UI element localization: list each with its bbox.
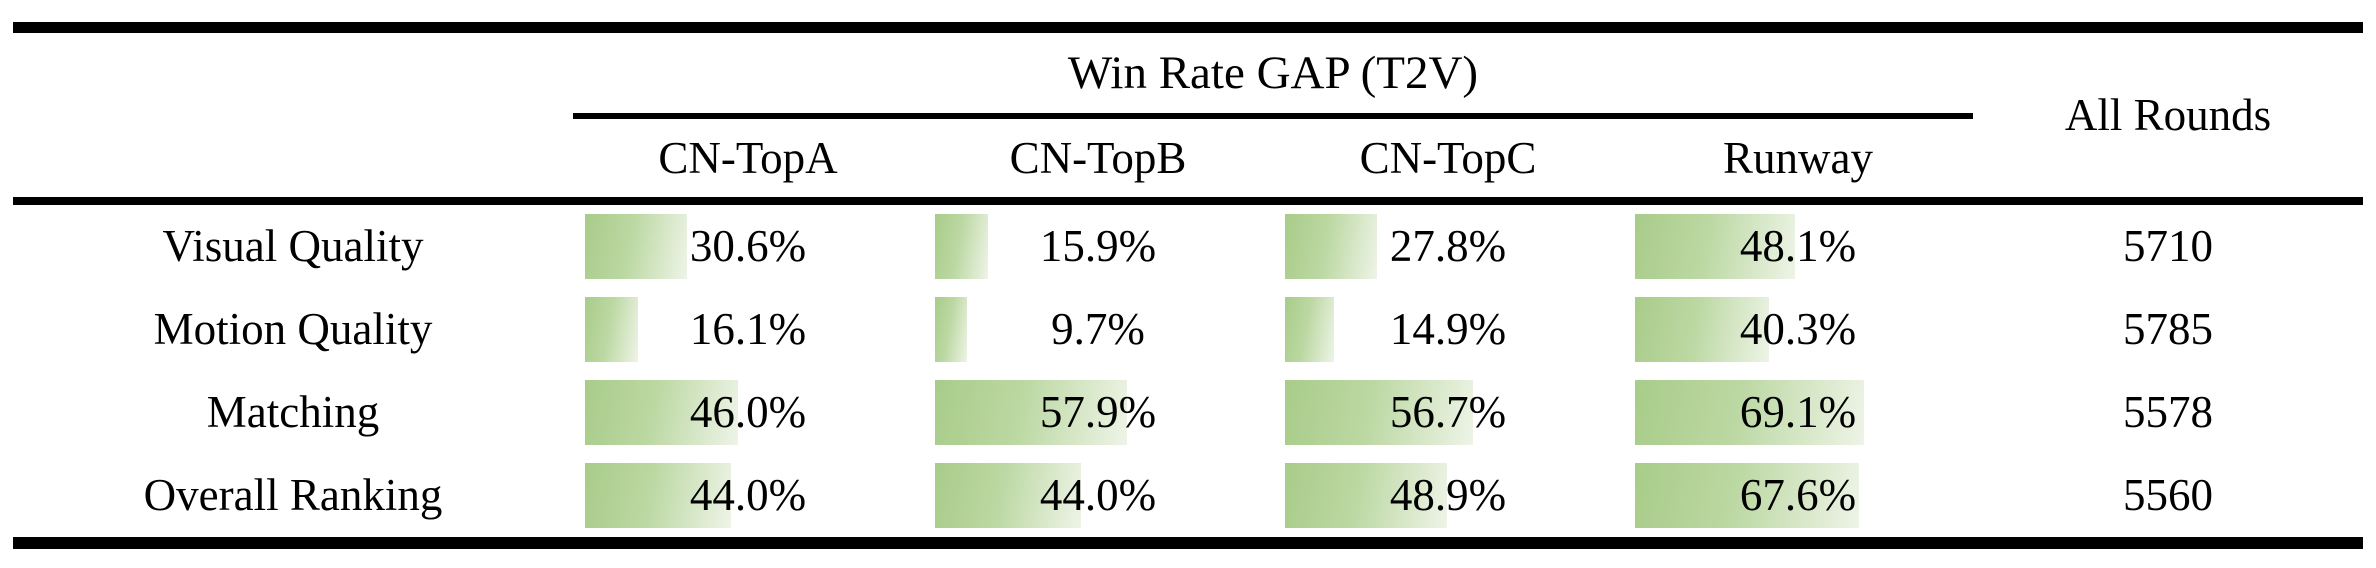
winrate-value: 69.1% xyxy=(1739,387,1857,437)
winrate-value: 48.9% xyxy=(1389,470,1507,520)
top-rule xyxy=(13,22,2363,33)
winrate-value: 56.7% xyxy=(1389,387,1507,437)
winrate-bar xyxy=(935,214,988,279)
winrate-cell: 69.1% xyxy=(1623,371,1973,454)
winrate-value: 30.6% xyxy=(689,221,807,271)
column-header-all-rounds: All Rounds xyxy=(2064,89,2272,140)
all-rounds-value: 5578 xyxy=(2123,387,2213,437)
group-header-title: Win Rate GAP (T2V) xyxy=(1067,46,1479,99)
group-header-rule xyxy=(573,113,1973,119)
winrate-bar xyxy=(1285,297,1335,362)
winrate-bar xyxy=(585,297,639,362)
winrate-value: 57.9% xyxy=(1039,387,1157,437)
column-headers: CN-TopA CN-TopB CN-TopC Runway xyxy=(573,119,1973,197)
winrate-value: 67.6% xyxy=(1739,470,1857,520)
column-header-cn-topa: CN-TopA xyxy=(658,132,838,183)
winrate-bar xyxy=(585,214,687,279)
winrate-cell: 46.0% xyxy=(573,371,923,454)
table-row-overall-ranking: Overall Ranking 44.0% 44.0% 48.9% 67.6% … xyxy=(13,454,2363,537)
all-rounds-value: 5785 xyxy=(2123,304,2213,354)
winrate-value: 46.0% xyxy=(689,387,807,437)
winrate-bar xyxy=(1285,214,1378,279)
winrate-value: 40.3% xyxy=(1739,304,1857,354)
winrate-value: 9.7% xyxy=(1051,304,1145,354)
bottom-rule xyxy=(13,537,2363,549)
winrate-cell: 44.0% xyxy=(573,454,923,537)
winrate-value: 16.1% xyxy=(689,304,807,354)
winrate-cell: 56.7% xyxy=(1273,371,1623,454)
winrate-value: 44.0% xyxy=(1039,470,1157,520)
table-row-motion-quality: Motion Quality 16.1% 9.7% 14.9% 40.3% 57… xyxy=(13,288,2363,371)
winrate-header-group: Win Rate GAP (T2V) CN-TopA CN-TopB CN-To… xyxy=(573,33,1973,197)
row-label: Matching xyxy=(206,387,380,437)
winrate-value: 27.8% xyxy=(1389,221,1507,271)
row-label-column-spacer xyxy=(13,33,573,197)
winrate-cell: 40.3% xyxy=(1623,288,1973,371)
winrate-value: 44.0% xyxy=(689,470,807,520)
column-header-cn-topb: CN-TopB xyxy=(1009,132,1187,183)
all-rounds-value: 5710 xyxy=(2123,221,2213,271)
winrate-cell: 16.1% xyxy=(573,288,923,371)
winrate-cell: 9.7% xyxy=(923,288,1273,371)
table-body: Visual Quality 30.6% 15.9% 27.8% 48.1% 5… xyxy=(13,205,2363,537)
winrate-cell: 48.1% xyxy=(1623,205,1973,288)
all-rounds-value: 5560 xyxy=(2123,470,2213,520)
winrate-cell: 48.9% xyxy=(1273,454,1623,537)
table-row-matching: Matching 46.0% 57.9% 56.7% 69.1% 5578 xyxy=(13,371,2363,454)
winrate-cell: 30.6% xyxy=(573,205,923,288)
winrate-cell: 67.6% xyxy=(1623,454,1973,537)
table-header: Win Rate GAP (T2V) CN-TopA CN-TopB CN-To… xyxy=(13,33,2363,197)
winrate-cell: 15.9% xyxy=(923,205,1273,288)
row-label: Overall Ranking xyxy=(143,470,443,520)
winrate-cell: 27.8% xyxy=(1273,205,1623,288)
table-row-visual-quality: Visual Quality 30.6% 15.9% 27.8% 48.1% 5… xyxy=(13,205,2363,288)
winrate-cell: 57.9% xyxy=(923,371,1273,454)
winrate-cell: 14.9% xyxy=(1273,288,1623,371)
column-header-cn-topc: CN-TopC xyxy=(1359,132,1537,183)
row-label: Visual Quality xyxy=(162,221,424,271)
winrate-bar xyxy=(935,297,968,362)
winrate-cell: 44.0% xyxy=(923,454,1273,537)
row-label: Motion Quality xyxy=(153,304,433,354)
column-header-runway: Runway xyxy=(1723,132,1873,183)
winrate-value: 15.9% xyxy=(1039,221,1157,271)
winrate-value: 48.1% xyxy=(1739,221,1857,271)
header-body-rule xyxy=(13,197,2363,205)
winrate-value: 14.9% xyxy=(1389,304,1507,354)
